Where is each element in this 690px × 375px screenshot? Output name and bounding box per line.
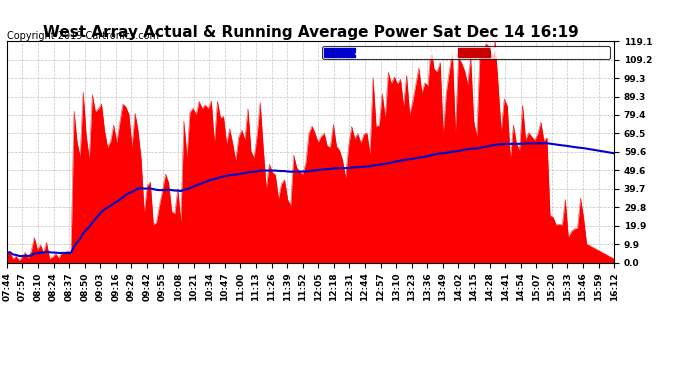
Text: Copyright 2019 Cartronics.com: Copyright 2019 Cartronics.com bbox=[7, 32, 159, 41]
Legend: Average  (DC Watts), West Array  (DC Watts): Average (DC Watts), West Array (DC Watts… bbox=[322, 46, 609, 59]
Title: West Array Actual & Running Average Power Sat Dec 14 16:19: West Array Actual & Running Average Powe… bbox=[43, 25, 578, 40]
